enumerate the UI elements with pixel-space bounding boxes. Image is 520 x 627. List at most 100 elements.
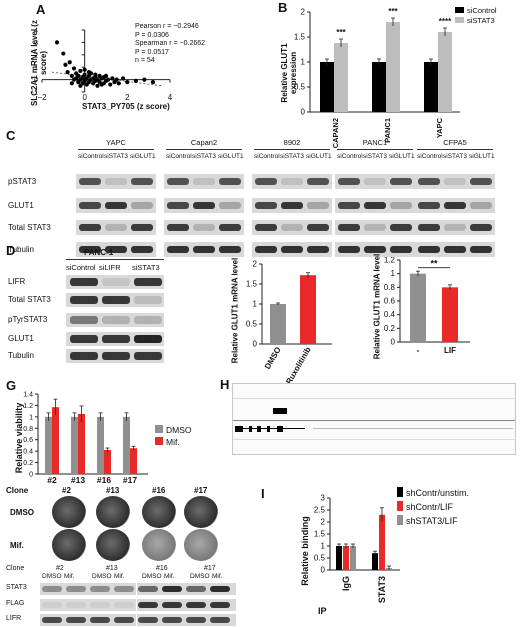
blot-band xyxy=(219,224,241,231)
blot-condition-label: Mif. xyxy=(212,573,223,580)
colony-dish xyxy=(52,529,86,561)
condition-label: siGLUT1 xyxy=(218,153,244,160)
blot-band xyxy=(193,202,215,209)
blot-strip xyxy=(66,349,164,363)
condition-label: siControl xyxy=(78,153,104,160)
blot-condition-label: DMSO xyxy=(142,573,162,580)
panel-f-ytick-label: 0.6 xyxy=(384,297,396,306)
blot-band xyxy=(444,246,466,253)
blot-band xyxy=(390,202,412,209)
blot-band xyxy=(444,202,466,209)
blot-row-label-lifr: LIFR xyxy=(8,277,26,286)
blot-strip xyxy=(415,198,495,213)
blot-band xyxy=(79,246,101,253)
bar-dmso xyxy=(123,416,130,474)
legend-swatch xyxy=(397,487,403,497)
condition-label: siSTAT3 xyxy=(132,263,160,272)
bar-sicontrol xyxy=(320,62,334,112)
blot-band xyxy=(167,224,189,231)
panel-i-ytick-label: 0 xyxy=(321,566,326,575)
panel-b-ytick-label: 2 xyxy=(301,8,306,17)
blot-band xyxy=(42,602,62,608)
blot-condition-label: DMSO xyxy=(42,573,62,580)
blot-band xyxy=(90,602,110,608)
panel-b-category-label: CAPAN2 xyxy=(331,118,340,148)
panel-a-xtick-label: 0 xyxy=(82,93,87,102)
condition-label: siControl xyxy=(166,153,192,160)
panel-i-ylabel-wrap: Relative binding xyxy=(300,510,312,600)
colony-dish xyxy=(52,496,86,528)
panel-a-ytick-label: 2 xyxy=(34,52,38,59)
panel-b-ylabel-wrap: Relative GLUT1 expression xyxy=(280,20,298,120)
panel-label-i: I xyxy=(261,486,265,501)
legend-swatch xyxy=(397,501,403,511)
panel-g-ytick-label: 0.6 xyxy=(23,437,33,444)
bar xyxy=(410,273,426,342)
panel-g-ytick-label: 0.4 xyxy=(23,449,33,456)
bar xyxy=(350,546,356,570)
blot-row-label-pstat3: pSTAT3 xyxy=(8,177,37,186)
blot-band xyxy=(102,316,130,324)
blot-band xyxy=(364,178,386,185)
blot-band xyxy=(364,202,386,209)
blot-band xyxy=(186,602,206,608)
condition-label: siSTAT3 xyxy=(280,153,304,160)
panel-e-ytick-label: 1.5 xyxy=(246,280,258,289)
blot-strip xyxy=(66,313,164,327)
blot-band xyxy=(307,246,329,253)
panel-i-ip-label: IP xyxy=(318,606,327,616)
blot-band xyxy=(167,178,189,185)
panel-a-ytick-label: 1 xyxy=(34,65,38,72)
blot-band xyxy=(255,246,277,253)
blot-strip xyxy=(66,293,164,307)
scatter-point xyxy=(108,82,113,87)
significance-marker: **** xyxy=(439,17,452,26)
blot-band xyxy=(390,224,412,231)
blot-band xyxy=(470,202,492,209)
panel-b-ytick-label: 1 xyxy=(301,58,306,67)
panel-b-ylabel: Relative GLUT1 expression xyxy=(280,43,298,103)
cell-line-underline xyxy=(417,149,493,150)
blot-band xyxy=(90,617,110,623)
blot-row-label: LIFR xyxy=(6,615,22,622)
cell-line-label: YAPC xyxy=(106,138,126,147)
blot-condition-label: DMSO xyxy=(190,573,210,580)
blot-band xyxy=(114,586,134,592)
blot-condition-label: Mif. xyxy=(64,573,75,580)
blot-strip xyxy=(164,174,244,189)
blot-band xyxy=(66,617,86,623)
bar-sistat3 xyxy=(386,22,400,112)
blot-strip xyxy=(76,242,156,257)
blot-strip xyxy=(76,198,156,213)
blot-band xyxy=(364,246,386,253)
panel-i-ytick-label: 1 xyxy=(321,542,326,551)
blot-band xyxy=(193,246,215,253)
panel-i-ytick-label: 0.5 xyxy=(314,554,326,563)
blot-band xyxy=(131,224,153,231)
bar xyxy=(343,546,349,570)
cell-line-label: Capan2 xyxy=(190,138,218,147)
blot-band xyxy=(193,178,215,185)
scatter-point xyxy=(63,62,68,67)
cell-line-underline xyxy=(337,149,413,150)
legend-swatch xyxy=(155,425,163,433)
blot-band xyxy=(470,224,492,231)
blot-row-label-glut1: GLUT1 xyxy=(8,201,34,210)
blot-band xyxy=(105,178,127,185)
blot-band xyxy=(102,335,130,343)
panel-g-ytick-label: 0.2 xyxy=(23,460,33,467)
panel-a-xlabel: STAT3_PY705 (z score) xyxy=(82,102,170,111)
blot-band xyxy=(281,224,303,231)
condition-label: siControl xyxy=(337,153,363,160)
blot-band xyxy=(338,178,360,185)
blot-strip xyxy=(66,332,164,346)
blot-band xyxy=(470,246,492,253)
blot-band xyxy=(219,178,241,185)
scatter-point xyxy=(78,83,83,88)
blot-band xyxy=(42,586,62,592)
panel-e-ytick-label: 2 xyxy=(253,260,258,269)
bar-sicontrol xyxy=(424,62,438,112)
stat-spearman-p: P = 0.0517 xyxy=(135,48,169,56)
blot-band xyxy=(444,224,466,231)
panel-a-ylabel-wrap: SLC2A1 mRNA level (z score) xyxy=(10,20,74,106)
